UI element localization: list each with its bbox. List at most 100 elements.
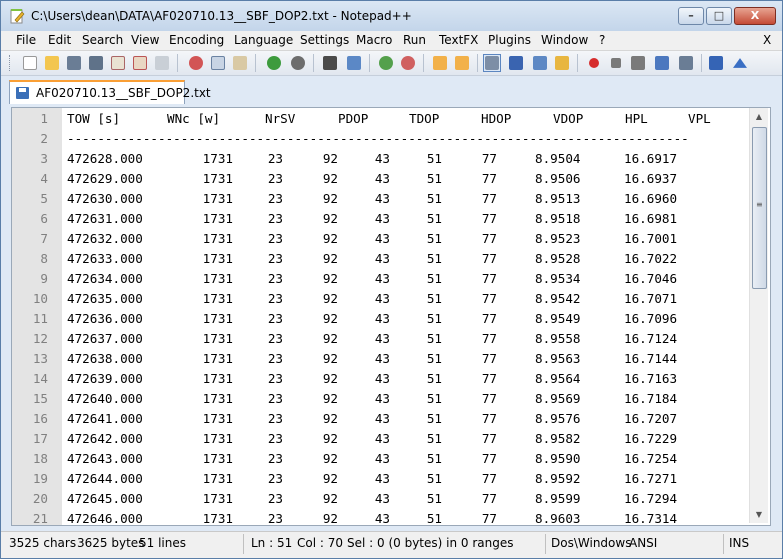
menu-macro[interactable]: Macro xyxy=(356,33,393,47)
data-cell: 43 xyxy=(374,251,390,266)
editor-line[interactable]: 4 472629.000 1731 23 92 43 51 77 8.9506 16.6937 xyxy=(12,169,770,189)
toolbar-separator xyxy=(177,54,178,72)
tab-document[interactable]: AF020710.13__SBF_DOP2.txt xyxy=(9,80,211,104)
editor-line[interactable]: 18 472643.000 1731 23 92 43 51 77 8.9590 16.7254 xyxy=(12,449,770,469)
status-encoding: ANSI xyxy=(629,536,658,550)
data-cell: 1731 xyxy=(202,211,233,226)
maximize-button[interactable]: □ xyxy=(706,7,732,25)
save-button[interactable] xyxy=(65,54,83,72)
editor-line[interactable]: 16 472641.000 1731 23 92 43 51 77 8.9576 16.7207 xyxy=(12,409,770,429)
editor-line[interactable]: 7 472632.000 1731 23 92 43 51 77 8.9523 16.7001 xyxy=(12,229,770,249)
zoom-out-button[interactable] xyxy=(399,54,417,72)
editor-line[interactable]: 14 472639.000 1731 23 92 43 51 77 8.9564 16.7163 xyxy=(12,369,770,389)
menu-file[interactable]: File xyxy=(16,33,37,47)
data-cell: 51 xyxy=(426,191,442,206)
save-all-button[interactable] xyxy=(87,54,105,72)
minimize-button[interactable]: – xyxy=(678,7,704,25)
menu-view[interactable]: View xyxy=(131,33,160,47)
close-all-button[interactable] xyxy=(131,54,149,72)
replace-button[interactable] xyxy=(345,54,363,72)
data-cell: 51 xyxy=(426,491,442,506)
data-cell: 8.9518 xyxy=(535,211,581,226)
open-file-button[interactable] xyxy=(43,54,61,72)
redo-button[interactable] xyxy=(289,54,307,72)
editor-line[interactable]: 13 472638.000 1731 23 92 43 51 77 8.9563 16.7144 xyxy=(12,349,770,369)
scroll-up-icon[interactable]: ▲ xyxy=(755,112,763,121)
menu-run[interactable]: Run xyxy=(403,33,427,47)
pilcrow-icon xyxy=(509,56,523,70)
cut-button[interactable] xyxy=(187,54,205,72)
scroll-down-icon[interactable]: ▼ xyxy=(755,510,763,519)
menu-window[interactable]: Window xyxy=(541,33,589,47)
stop-macro-button[interactable] xyxy=(607,54,625,72)
menu-plugins[interactable]: Plugins xyxy=(488,33,531,47)
vertical-scrollbar[interactable]: ▲ ≡ ▼ xyxy=(749,108,768,523)
title-bar[interactable]: C:\Users\dean\DATA\AF020710.13__SBF_DOP2… xyxy=(1,1,782,31)
menu-language[interactable]: Language xyxy=(234,33,294,47)
toolbar-grip[interactable] xyxy=(9,55,13,71)
data-cell: 16.7022 xyxy=(624,251,678,266)
word-wrap-button[interactable] xyxy=(483,54,501,72)
indent-guide-button[interactable] xyxy=(531,54,549,72)
editor-line[interactable]: 8 472633.000 1731 23 92 43 51 77 8.9528 16.7022 xyxy=(12,249,770,269)
menu-search[interactable]: Search xyxy=(82,33,124,47)
editor-line[interactable]: 5 472630.000 1731 23 92 43 51 77 8.9513 16.6960 xyxy=(12,189,770,209)
data-cell: 16.6960 xyxy=(624,191,678,206)
menu-textfx[interactable]: TextFX xyxy=(439,33,479,47)
editor-line[interactable]: 6 472631.000 1731 23 92 43 51 77 8.9518 16.6981 xyxy=(12,209,770,229)
data-cell: 1731 xyxy=(202,411,233,426)
column-header: VDOP xyxy=(553,111,584,126)
data-cell: 43 xyxy=(374,491,390,506)
editor-line[interactable]: 2 ---------------------------------------… xyxy=(12,129,770,149)
copy-button[interactable] xyxy=(209,54,227,72)
editor-line[interactable]: 20 472645.000 1731 23 92 43 51 77 8.9599 16.7294 xyxy=(12,489,770,509)
collapse-button[interactable] xyxy=(731,54,749,72)
editor-line[interactable]: 1 TOW [s] WNc [w] NrSV PDOP TDOP HDOP VDOP HPL VP… xyxy=(12,109,770,129)
editor-line[interactable]: 21 472646.000 1731 23 92 43 51 77 8.9603 16.7314 xyxy=(12,509,770,526)
undo-button[interactable] xyxy=(265,54,283,72)
menu-settings[interactable]: Settings xyxy=(300,33,350,47)
print-button[interactable] xyxy=(153,54,171,72)
close-file-icon xyxy=(111,56,125,70)
play-macro-button[interactable] xyxy=(629,54,647,72)
data-cell: 1731 xyxy=(202,251,233,266)
menu-help[interactable]: ? xyxy=(599,33,606,47)
paste-button[interactable] xyxy=(231,54,249,72)
fast-forward-icon xyxy=(655,56,669,70)
data-cell: 23 xyxy=(267,331,283,346)
editor-line[interactable]: 3 472628.000 1731 23 92 43 51 77 8.9504 16.6917 xyxy=(12,149,770,169)
close-file-button[interactable] xyxy=(109,54,127,72)
zoom-in-button[interactable] xyxy=(377,54,395,72)
record-macro-button[interactable] xyxy=(585,54,603,72)
toolbar-separator xyxy=(313,54,314,72)
editor-line[interactable]: 17 472642.000 1731 23 92 43 51 77 8.9582 16.7229 xyxy=(12,429,770,449)
editor-line[interactable]: 11 472636.000 1731 23 92 43 51 77 8.9549 16.7096 xyxy=(12,309,770,329)
line-number-gutter xyxy=(12,108,62,525)
editor-line[interactable]: 10 472635.000 1731 23 92 43 51 77 8.9542 16.7071 xyxy=(12,289,770,309)
sync-vertical-button[interactable] xyxy=(431,54,449,72)
editor-line[interactable]: 12 472637.000 1731 23 92 43 51 77 8.9558 16.7124 xyxy=(12,329,770,349)
trim-button[interactable] xyxy=(707,54,725,72)
editor-line[interactable]: 9 472634.000 1731 23 92 43 51 77 8.9534 16.7046 xyxy=(12,269,770,289)
menu-encoding[interactable]: Encoding xyxy=(169,33,225,47)
sync-horizontal-button[interactable] xyxy=(453,54,471,72)
toolbar-separator xyxy=(701,54,702,72)
new-file-button[interactable] xyxy=(21,54,39,72)
editor-line[interactable]: 15 472640.000 1731 23 92 43 51 77 8.9569 16.7184 xyxy=(12,389,770,409)
scrollbar-thumb[interactable]: ≡ xyxy=(752,127,767,289)
user-defined-language-button[interactable] xyxy=(553,54,571,72)
data-cell: 16.6937 xyxy=(624,171,678,186)
text-editor[interactable]: 1 TOW [s] WNc [w] NrSV PDOP TDOP HDOP VDOP HPL VP… xyxy=(11,107,771,526)
close-document-button[interactable]: X xyxy=(763,33,772,47)
editor-line[interactable]: 19 472644.000 1731 23 92 43 51 77 8.9592 16.7271 xyxy=(12,469,770,489)
data-cell: 51 xyxy=(426,511,442,526)
run-macro-multiple-button[interactable] xyxy=(653,54,671,72)
data-cell: 51 xyxy=(426,351,442,366)
data-cell: 472636.000 xyxy=(67,311,143,326)
save-macro-button[interactable] xyxy=(677,54,695,72)
close-button[interactable]: X xyxy=(734,7,776,25)
show-all-characters-button[interactable] xyxy=(507,54,525,72)
menu-edit[interactable]: Edit xyxy=(48,33,72,47)
find-button[interactable] xyxy=(321,54,339,72)
data-cell: 8.9590 xyxy=(535,451,581,466)
